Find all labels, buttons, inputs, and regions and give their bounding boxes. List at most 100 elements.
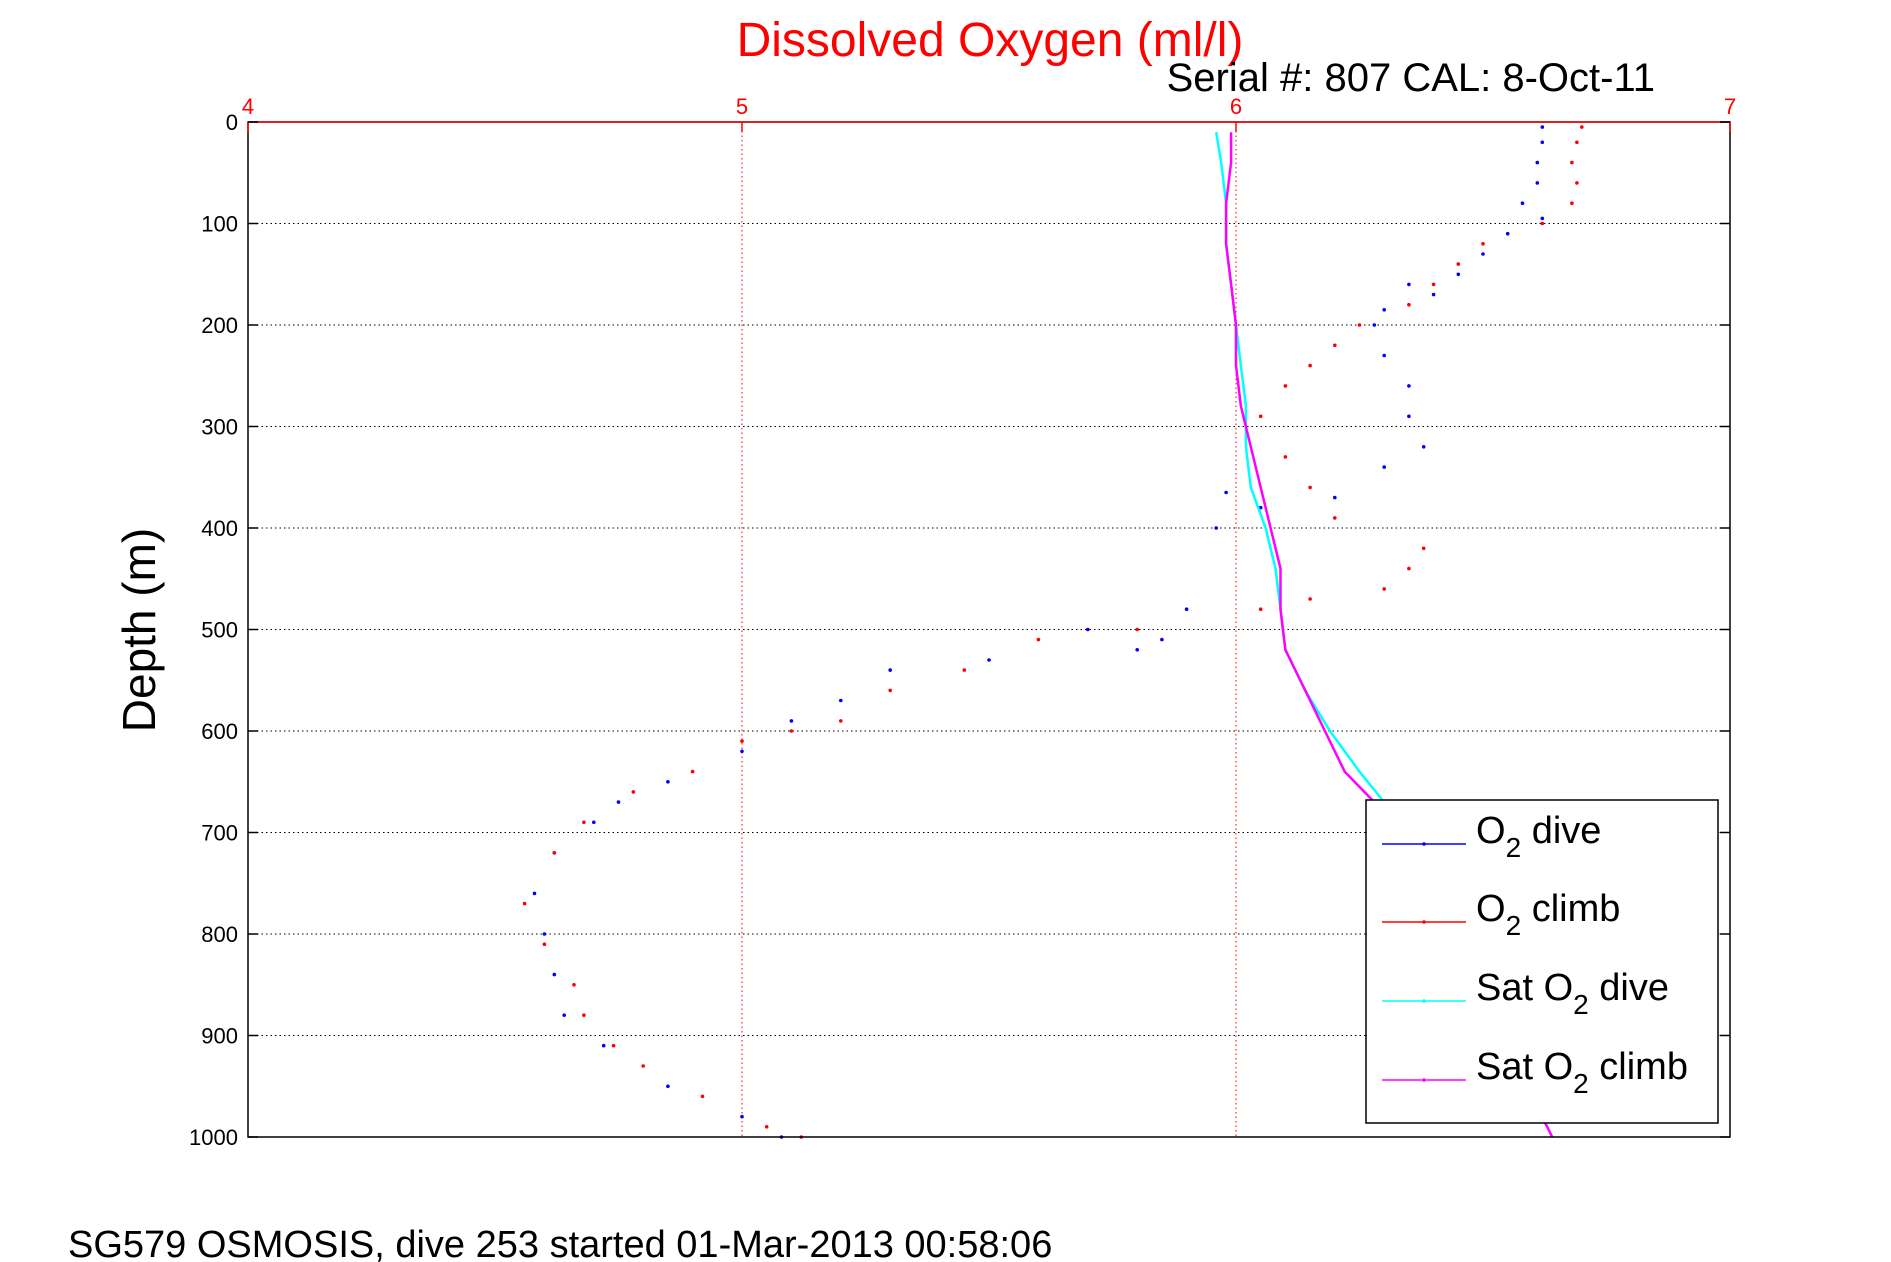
data-point (1540, 216, 1545, 221)
series-o2-climb (522, 125, 1584, 1139)
data-point (1456, 272, 1461, 277)
data-point (1580, 125, 1584, 129)
data-point (562, 1013, 566, 1017)
data-point (1258, 414, 1263, 419)
y-tick-label: 700 (201, 821, 238, 846)
data-point (1382, 353, 1386, 358)
data-point (601, 1043, 606, 1048)
data-point (1421, 546, 1426, 551)
footer-caption: SG579 OSMOSIS, dive 253 started 01-Mar-2… (68, 1224, 1052, 1262)
data-point (631, 790, 636, 794)
y-axis-ticks: 0 100 200 300 400 500 600 700 800 900 1000 (189, 110, 1730, 1150)
series-sat-o2-climb (1224, 132, 1554, 1138)
data-point (1407, 414, 1411, 419)
legend: O2 dive O2 climb Sat O2 dive Sat O2 climb (1365, 799, 1719, 1124)
x-tick-label: 5 (736, 94, 748, 119)
data-point (1540, 221, 1545, 226)
data-point (592, 820, 596, 825)
series-layer (522, 125, 1584, 1139)
data-point (1535, 181, 1540, 185)
data-point (1308, 485, 1312, 490)
data-point (1036, 637, 1041, 642)
data-point (522, 901, 527, 906)
data-point (789, 719, 794, 723)
legend-label: O2 climb (1476, 888, 1620, 941)
data-point (1283, 455, 1288, 459)
data-point (1382, 587, 1386, 591)
data-point (839, 698, 843, 703)
y-tick-label: 400 (201, 516, 238, 541)
data-point (1505, 231, 1510, 236)
data-point (1283, 384, 1288, 388)
series-sat-o2-dive (1214, 131, 1386, 803)
data-point (764, 1125, 769, 1129)
y-axis-label: Depth (m) (113, 528, 165, 732)
data-point (987, 658, 991, 662)
legend-box (1365, 799, 1719, 1124)
y-tick-label: 100 (201, 212, 238, 237)
data-point (1160, 637, 1164, 642)
data-point (1520, 201, 1525, 205)
data-point (582, 820, 586, 825)
data-point (572, 983, 576, 987)
y-tick-label: 300 (201, 415, 238, 440)
legend-items: O2 dive O2 climb Sat O2 dive Sat O2 climb (1382, 810, 1688, 1099)
legend-swatch-marker (1422, 999, 1426, 1003)
data-point (740, 739, 744, 743)
data-point (1224, 490, 1228, 495)
data-point (1382, 465, 1386, 469)
data-point (532, 891, 537, 896)
y-tick-label: 0 (226, 110, 238, 135)
legend-swatch-marker (1422, 842, 1426, 846)
y-tick-label: 500 (201, 618, 238, 643)
data-point (1258, 607, 1263, 611)
data-point (1333, 516, 1337, 520)
x-tick-label: 4 (242, 94, 254, 119)
data-point (740, 749, 744, 754)
series-line (1224, 132, 1554, 1138)
data-point (1540, 140, 1545, 145)
data-point (1570, 201, 1574, 205)
data-point (789, 729, 794, 733)
data-point (1431, 282, 1436, 287)
series-line (1214, 131, 1386, 803)
data-point (552, 851, 557, 855)
series-o2-dive (532, 125, 1545, 1139)
y-tick-label: 800 (201, 922, 238, 947)
data-point (1372, 323, 1377, 327)
data-point (1407, 282, 1411, 287)
data-point (1407, 566, 1411, 571)
data-point (582, 1013, 586, 1017)
x-tick-label: 6 (1230, 94, 1242, 119)
data-point (888, 668, 892, 672)
data-point (1214, 526, 1218, 530)
x-axis-ticks: 4 5 6 7 (242, 94, 1736, 132)
data-point (1333, 343, 1337, 348)
data-point (1135, 627, 1139, 632)
data-point (700, 1094, 705, 1099)
data-point (1456, 262, 1461, 266)
data-point (1421, 445, 1426, 449)
y-tick-label: 200 (201, 313, 238, 338)
data-point (611, 1043, 616, 1048)
data-point (1086, 627, 1090, 632)
y-tick-label: 1000 (189, 1125, 238, 1150)
data-point (1308, 597, 1312, 601)
data-point (542, 942, 547, 946)
data-point (1333, 495, 1337, 500)
data-point (839, 719, 843, 723)
data-point (1184, 607, 1189, 611)
data-point (1357, 323, 1362, 327)
y-tick-label: 600 (201, 719, 238, 744)
data-point (1407, 302, 1411, 307)
legend-label: Sat O2 dive (1476, 967, 1669, 1020)
data-point (666, 1084, 670, 1089)
data-point (1135, 648, 1139, 652)
data-point (641, 1064, 645, 1068)
legend-swatch-marker (1422, 1078, 1426, 1082)
data-point (690, 769, 695, 774)
data-point (542, 932, 547, 936)
legend-swatch-marker (1422, 920, 1426, 924)
legend-label: Sat O2 climb (1476, 1046, 1688, 1099)
chart-title: Dissolved Oxygen (ml/l) (737, 14, 1244, 67)
